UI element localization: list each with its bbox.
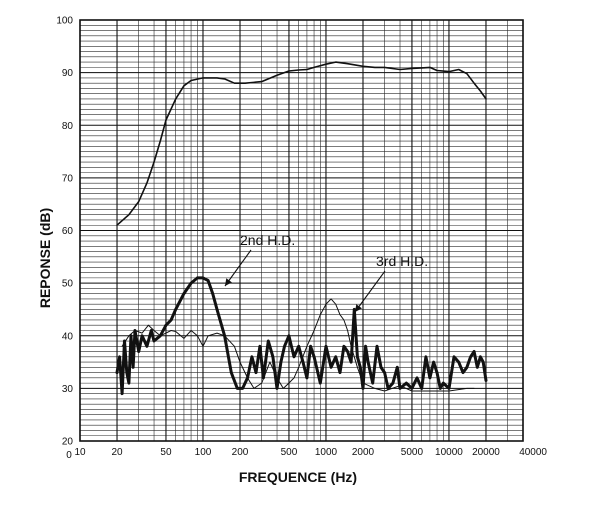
major-gridlines (79, 19, 524, 442)
y-tick-label: 30 (62, 384, 74, 395)
series-layer (115, 61, 488, 396)
x-tick-label: 100 (195, 447, 212, 458)
series-line-1 (116, 61, 487, 226)
y-tick-label: 70 (62, 173, 74, 184)
x-tick-label: 20 (111, 447, 123, 458)
annotations-layer: 2nd H.D. 3rd H.D. (224, 232, 428, 313)
x-tick-label: 5000 (401, 447, 424, 458)
y-axis-title: REPONSE (dB) (37, 208, 53, 308)
annotation-leader-1 (224, 249, 252, 287)
x-tick-label: 50 (160, 447, 172, 458)
series-line-2 (115, 276, 488, 396)
y-tick-label: 50 (62, 279, 74, 290)
y-tick-label: 90 (62, 68, 74, 79)
series-line-3 (121, 298, 475, 392)
annotation-label-1: 2nd H.D. (240, 232, 295, 248)
x-tick-label: 1000 (315, 447, 338, 458)
y-tick-label: 80 (62, 121, 74, 132)
x-tick-label: 20000 (472, 447, 500, 458)
annotation-label-2: 3rd H.D. (376, 253, 428, 269)
y-tick-label: 60 (62, 226, 74, 237)
x-tick-label: 200 (232, 447, 249, 458)
x-tick-label: 10000 (435, 447, 463, 458)
y-tick-label: 20 (62, 437, 74, 448)
x-axis-title: FREQUENCE (Hz) (239, 469, 357, 485)
x-tick-label: 10 (74, 447, 86, 458)
origin-label: 0 (66, 450, 72, 461)
x-tick-label: 2000 (352, 447, 375, 458)
annotation-arrowhead-1 (225, 278, 232, 286)
x-tick-label: 40000 (519, 447, 547, 458)
y-tick-label: 100 (56, 16, 73, 27)
annotation-leader-2 (354, 270, 386, 313)
annotation-arrowhead-2 (355, 304, 362, 312)
y-tick-label: 40 (62, 331, 74, 342)
x-tick-label: 500 (281, 447, 298, 458)
plot-frame (79, 19, 524, 442)
